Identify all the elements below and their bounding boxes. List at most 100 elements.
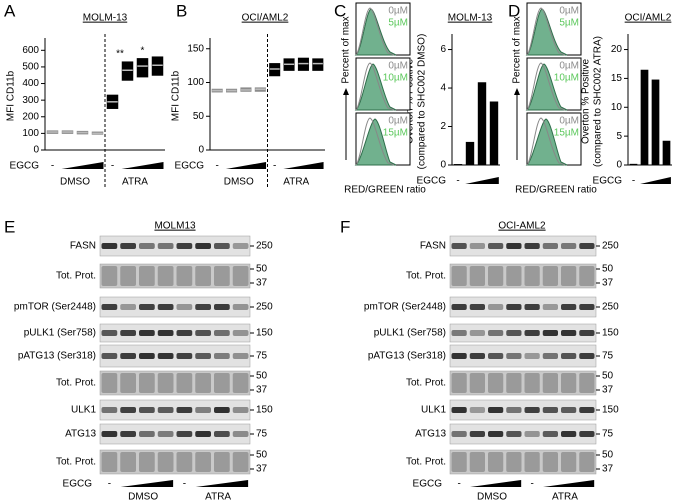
y-tick-label: 4 <box>440 83 446 94</box>
y-tick-label: 2 <box>440 121 446 132</box>
band <box>524 330 540 336</box>
band <box>195 243 211 249</box>
band <box>542 330 558 336</box>
band <box>524 304 540 310</box>
y-tick-label: 300 <box>22 95 39 106</box>
panel-letter: E <box>4 217 15 236</box>
band <box>157 452 174 472</box>
band <box>469 304 485 310</box>
x-tick-label: - <box>632 176 635 187</box>
wedge <box>120 480 174 487</box>
y-tick-label: 6 <box>440 44 446 55</box>
y-tick-label: 0 <box>616 160 622 171</box>
y-tick-label: 0 <box>198 145 204 156</box>
band <box>232 330 249 336</box>
row-label: Tot. Prot. <box>406 457 446 468</box>
band <box>157 243 174 249</box>
band <box>101 431 118 437</box>
band <box>176 243 193 249</box>
band <box>524 431 540 437</box>
band <box>506 353 522 359</box>
band <box>232 407 249 413</box>
panel-letter: F <box>340 217 350 236</box>
group-label: ATRA <box>552 492 578 502</box>
band <box>488 373 504 393</box>
mw-label: 50 <box>602 264 614 275</box>
treatment-label: EGCG <box>175 161 205 172</box>
band <box>506 243 522 249</box>
band <box>469 407 485 413</box>
wedge <box>543 480 595 487</box>
mw-label: 250 <box>602 302 619 313</box>
chart-title: OCI/AML2 <box>242 13 289 24</box>
x-tick-label: - <box>456 176 459 187</box>
lane-label: - <box>530 479 533 490</box>
y-axis-label: MFI CD11b <box>6 70 17 121</box>
band <box>469 452 485 472</box>
band <box>488 266 504 286</box>
band <box>451 266 467 286</box>
band <box>469 243 485 249</box>
lane-label: - <box>108 479 111 490</box>
legend-label: 0µM <box>559 61 579 72</box>
band <box>506 330 522 336</box>
wedge <box>225 162 267 169</box>
histogram-fill <box>525 63 568 111</box>
group-label: ATRA <box>283 177 309 188</box>
row-label: pmTOR (Ser2448) <box>364 302 446 313</box>
mw-label: 50 <box>256 450 268 461</box>
band <box>195 407 211 413</box>
legend-label: 0µM <box>388 61 408 72</box>
y-axis-label: Overton % Positive <box>581 59 592 144</box>
mw-label: 250 <box>602 241 619 252</box>
row-label: pULK1 (Ser758) <box>374 328 446 339</box>
band <box>469 373 485 393</box>
legend-label: 0µM <box>559 6 579 17</box>
row-label: pmTOR (Ser2448) <box>14 302 96 313</box>
lane-label: - <box>457 479 460 490</box>
band <box>579 243 595 249</box>
bar <box>629 163 638 165</box>
band <box>195 452 211 472</box>
band <box>195 431 211 437</box>
band <box>139 353 155 359</box>
band <box>579 304 595 310</box>
band <box>232 243 249 249</box>
y-tick-label: 200 <box>22 111 39 122</box>
group-label: DMSO <box>477 492 507 502</box>
y-axis-label: MFI CD11b <box>171 70 182 121</box>
row-label: ATG13 <box>415 429 446 440</box>
mw-label: 250 <box>256 241 273 252</box>
bar <box>465 141 475 165</box>
y-axis-label: Percent of max <box>512 16 523 83</box>
band <box>120 431 136 437</box>
mw-label: 150 <box>602 405 619 416</box>
band <box>157 330 174 336</box>
band <box>542 452 558 472</box>
band <box>101 407 118 413</box>
blot-strip <box>449 263 597 289</box>
band <box>451 452 467 472</box>
chart-title: MOLM-13 <box>448 13 493 24</box>
histogram-outline <box>526 62 566 111</box>
band <box>101 266 118 286</box>
legend-label: 0µM <box>559 116 579 127</box>
band <box>524 373 540 393</box>
row-label: ULK1 <box>421 405 446 416</box>
box <box>312 58 324 71</box>
y-tick-label: 10 <box>611 102 623 113</box>
band <box>139 431 155 437</box>
histogram-outline <box>355 117 395 166</box>
band <box>561 330 577 336</box>
row-label: ATG13 <box>65 429 96 440</box>
legend-label: 5µM <box>388 18 408 29</box>
y-tick-label: 50 <box>193 111 205 122</box>
band <box>195 373 211 393</box>
legend-label: 10µM <box>383 73 408 84</box>
band <box>101 304 118 310</box>
histogram-outline <box>355 62 395 111</box>
band <box>176 373 193 393</box>
band <box>139 266 155 286</box>
band <box>488 330 504 336</box>
bar <box>651 79 660 165</box>
